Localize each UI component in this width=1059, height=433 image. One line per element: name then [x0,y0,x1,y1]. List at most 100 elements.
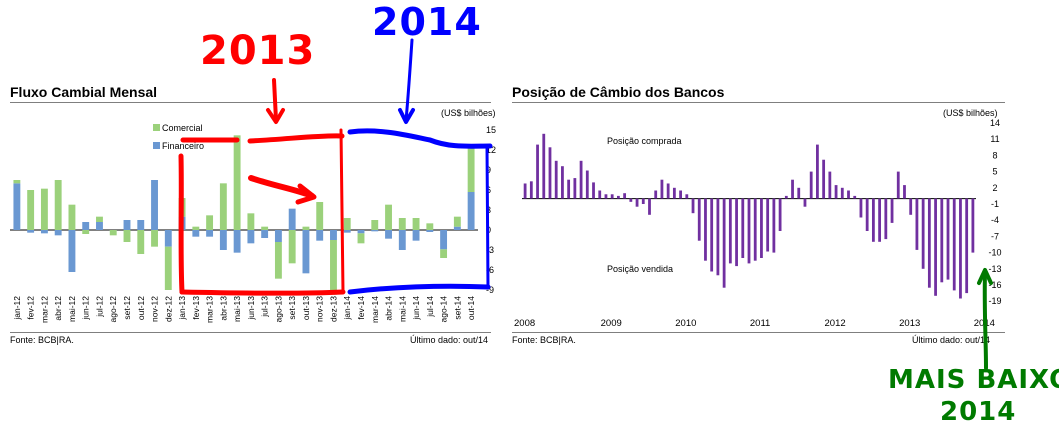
bar-posicao-44 [797,187,801,199]
bar-posicao-46 [809,171,813,199]
bar-financeiro-fev-12 [27,230,35,233]
chart2-ytick-label: 8 [992,150,997,160]
bar-posicao-56 [871,198,875,242]
bar-financeiro-mai-14 [398,230,406,250]
bar-posicao-70 [959,198,962,299]
bar-financeiro-abr-14 [385,230,392,239]
bar-financeiro-set-12 [123,220,131,230]
chart2-ytick-label: -13 [988,264,1001,274]
bar-posicao-48 [822,159,826,199]
bar-posicao-21 [654,190,658,199]
bar-posicao-16 [623,193,627,199]
chart1-ytick-label: 12 [486,145,496,155]
bar-comercial-nov-13 [316,202,324,230]
chart2-year-label: 2010 [675,318,696,329]
bar-posicao-34 [735,198,738,267]
bar-posicao-6 [561,166,564,199]
chart1-xtick-label: ago-12 [108,296,118,323]
bar-financeiro-out-13 [302,230,310,274]
chart1-title-rule [10,102,491,103]
chart1-ytick-label: 15 [486,125,496,135]
bar-posicao-33 [728,198,732,264]
bar-comercial-ago-14 [440,249,448,258]
bar-posicao-4 [548,147,552,199]
bar-financeiro-mai-12 [68,230,76,272]
bar-posicao-27 [691,198,695,214]
bar-posicao-47 [816,144,819,199]
bar-comercial-mai-13 [233,135,241,230]
green-arrow [977,268,993,370]
bar-posicao-5 [554,160,558,199]
bar-posicao-58 [884,198,888,240]
bar-financeiro-fev-14 [357,230,365,234]
bar-financeiro-dez-12 [164,230,172,247]
chart1-xtick-label: jul-12 [94,296,104,318]
bar-financeiro-ago-13 [274,230,282,242]
legend-swatch-comercial [153,124,160,131]
chart1-xtick-label: mar-14 [370,296,380,323]
chart1-xtick-label: jan-13 [177,296,187,321]
bar-comercial-jul-13 [261,226,269,230]
bar-posicao-57 [878,198,882,242]
chart1-ytick-label: -6 [486,265,494,275]
chart1-xtick-label: out-13 [301,296,311,320]
bar-posicao-62 [909,198,913,215]
bar-posicao-15 [616,195,620,199]
bar-comercial-jun-13 [247,213,255,230]
bar-posicao-42 [784,195,788,199]
bar-posicao-18 [635,198,639,207]
chart2-ytick-label: -1 [991,199,999,209]
bar-posicao-9 [579,160,583,199]
bar-posicao-26 [685,194,689,199]
chart2-ytick-label: 2 [992,183,997,193]
bar-comercial-fev-14 [357,233,365,244]
chart1-bottom-rule [10,332,491,333]
chart2-ytick-label: -7 [991,231,999,241]
bar-posicao-8 [573,178,577,199]
chart2-ytick-label: 14 [990,118,1000,128]
bar-posicao-36 [747,198,751,264]
legend-swatch-financeiro [153,142,160,149]
bar-financeiro-jul-12 [96,222,103,230]
note-mais-baixo: MAIS BAIXO [888,365,1059,395]
chart2-year-label: 2008 [514,318,535,329]
chart1-xtick-label: out-12 [136,296,146,320]
bar-comercial-fev-13 [192,226,200,230]
bar-comercial-set-13 [288,230,296,264]
chart2-ytick-label: -4 [991,215,999,225]
chart1-xtick-label: dez-13 [328,296,338,322]
bar-posicao-51 [840,187,844,199]
bar-comercial-jul-14 [426,223,434,230]
bar-posicao-72 [971,198,975,253]
bar-comercial-nov-12 [151,230,158,247]
bar-posicao-40 [772,198,776,253]
bar-comercial-mar-13 [206,215,214,230]
chart1-xtick-label: fev-12 [26,296,36,320]
chart2-ytick-label: 5 [992,167,997,177]
chart1-xtick-label: ago-13 [273,296,283,323]
bar-posicao-22 [660,179,664,199]
chart2-year-label: 2012 [825,318,846,329]
bar-posicao-10 [585,170,589,199]
bar-posicao-43 [791,179,794,199]
bar-posicao-59 [890,198,894,223]
bar-posicao-69 [952,198,956,291]
bar-posicao-32 [722,198,726,288]
bar-posicao-60 [896,171,900,199]
bar-posicao-50 [834,185,838,199]
bar-comercial-abr-13 [219,183,227,230]
bar-financeiro-jun-13 [247,230,255,244]
chart2-ytick-label: -16 [988,280,1001,290]
annotation-posicao-vendida: Posição vendida [607,264,673,274]
chart1-xtick-label: out-14 [466,296,476,320]
chart2-year-label: 2011 [750,318,770,329]
chart2-ytick-label: -10 [988,248,1001,258]
chart1-xtick-label: jan-12 [12,296,22,321]
bar-financeiro-set-14 [453,226,461,230]
bar-financeiro-ago-14 [440,230,448,250]
bar-posicao-52 [847,190,850,199]
chart1-xtick-label: mai-12 [67,296,77,322]
chart2-year-label: 2009 [601,318,622,329]
bar-posicao-2 [536,144,539,199]
